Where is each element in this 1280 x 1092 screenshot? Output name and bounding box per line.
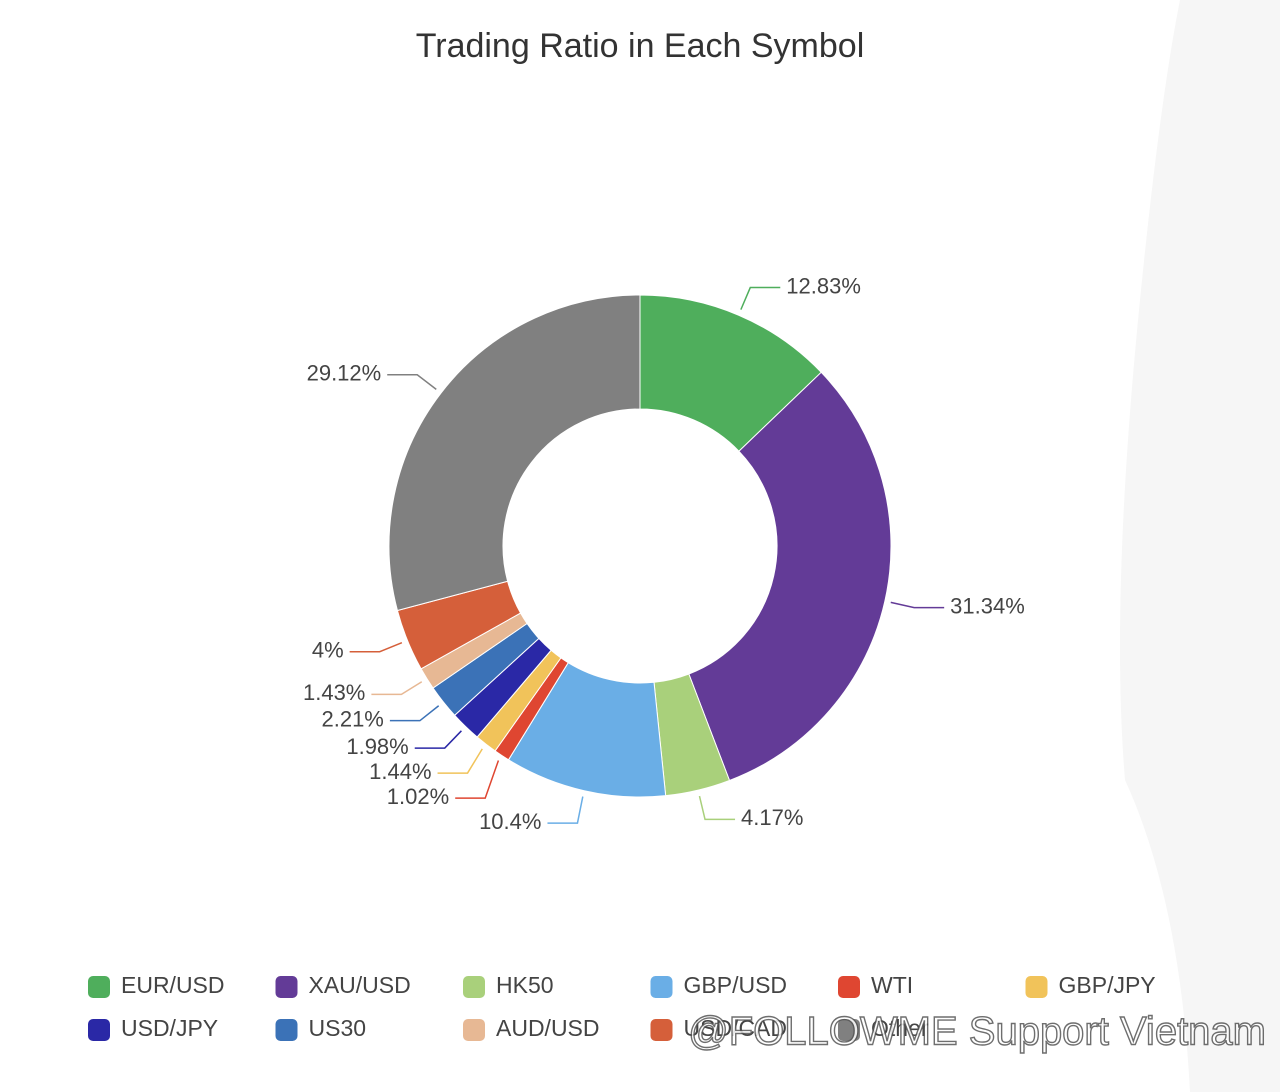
legend-label: XAU/USD [309,972,411,998]
legend-label: USD/CAD [684,1015,788,1041]
data-label: 4% [312,638,344,663]
legend-label: EUR/USD [121,972,225,998]
data-label: 1.44% [369,759,431,784]
data-label: 12.83% [786,273,861,298]
legend-swatch [463,976,485,998]
legend-swatch [463,1019,485,1041]
data-label: 10.4% [479,809,541,834]
legend-label: GBP/USD [684,972,788,998]
legend-swatch [88,976,110,998]
leader-line [890,601,945,609]
leader-line [349,641,403,653]
data-label: 1.43% [303,680,365,705]
leader-line [389,705,440,722]
legend-label: USD/JPY [121,1015,218,1041]
leader-line [437,748,483,774]
legend-swatch [838,1019,860,1041]
leader-line [547,796,584,824]
legend-label: US30 [309,1015,367,1041]
leader-line [455,760,500,799]
leader-line [740,286,781,310]
data-label: 2.21% [321,706,383,731]
data-label: 31.34% [950,593,1025,618]
legend-swatch [275,1019,298,1041]
legend-label: HK50 [496,972,554,998]
data-label: 29.12% [307,361,382,386]
data-label: 1.98% [346,734,408,759]
legend-label: WTI [871,972,913,998]
legend-swatch [650,1019,673,1041]
leader-line [698,795,736,821]
donut-slice [388,294,641,612]
legend-swatch [88,1019,110,1041]
legend-label: Other [871,1015,929,1041]
legend-swatch [275,976,298,998]
legend-label: AUD/USD [496,1015,600,1041]
legend-swatch [838,976,860,998]
donut-slice [688,371,892,782]
chart-title: Trading Ratio in Each Symbol [416,27,865,65]
leader-line [414,730,462,749]
leader-line [371,681,423,696]
background-shade [1120,0,1280,1092]
watermark: @FOLLOWME Support Vietnam [687,1009,1266,1054]
data-label: 4.17% [741,805,803,830]
watermark-text: @FOLLOWME Support Vietnam [688,1010,1266,1054]
data-label: 1.02% [387,784,449,809]
leader-line [387,373,437,390]
legend-swatch [650,976,673,998]
legend-label: GBP/JPY [1059,972,1156,998]
legend-swatch [1025,976,1048,998]
